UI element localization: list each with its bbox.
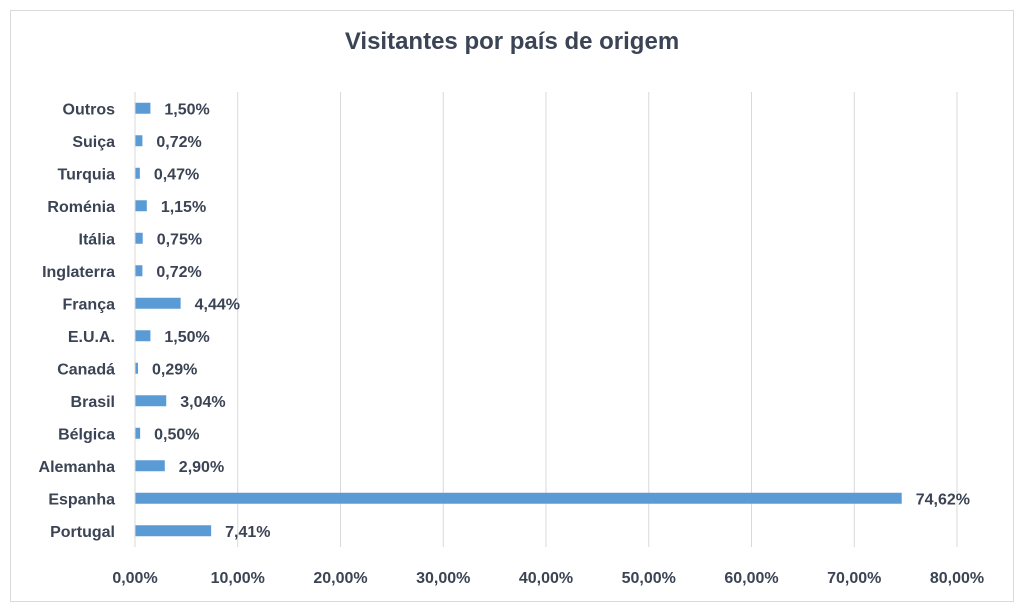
y-tick-label: Brasil [71, 394, 115, 411]
chart-title: Visitantes por país de origem [344, 28, 680, 55]
bar [135, 265, 143, 277]
bar [135, 167, 140, 179]
y-tick-label: Turquia [58, 166, 116, 183]
x-tick-label: 80,00% [930, 570, 984, 587]
bars [135, 102, 902, 537]
data-label: 1,50% [164, 329, 209, 346]
x-tick-label: 50,00% [622, 570, 676, 587]
data-label: 7,41% [225, 524, 270, 541]
data-label: 0,72% [156, 264, 201, 281]
grid-lines [134, 92, 958, 547]
data-label: 4,44% [195, 296, 240, 313]
data-labels: 7,41% 74,62% 2,90% 0,50% 3,04% 0,29% 1,50% 4,44… [152, 101, 970, 541]
y-tick-label: Canadá [57, 361, 115, 378]
data-label: 1,15% [161, 199, 206, 216]
bar [135, 395, 167, 407]
x-tick-label: 60,00% [724, 570, 778, 587]
y-tick-label: França [63, 296, 116, 313]
y-tick-label: Portugal [50, 524, 115, 541]
data-label: 74,62% [916, 491, 970, 508]
x-tick-label: 70,00% [827, 570, 881, 587]
x-axis: 0,00% 10,00% 20,00% 30,00% 40,00% 50,00% 60,00… [112, 570, 984, 587]
y-tick-label: Inglaterra [42, 264, 115, 281]
data-label: 0,47% [154, 166, 199, 183]
data-label: 0,50% [154, 426, 199, 443]
data-label: 0,75% [157, 231, 202, 248]
bar [135, 200, 147, 212]
y-tick-label: E.U.A. [68, 329, 115, 346]
y-tick-label: Espanha [48, 491, 115, 508]
y-tick-label: Bélgica [58, 426, 115, 443]
bar [135, 492, 902, 504]
y-tick-label: Alemanha [39, 459, 116, 476]
x-tick-label: 30,00% [416, 570, 470, 587]
x-tick-label: 10,00% [211, 570, 265, 587]
data-label: 3,04% [180, 394, 225, 411]
x-tick-label: 0,00% [112, 570, 157, 587]
y-tick-label: Outros [63, 101, 116, 118]
bar [135, 232, 143, 244]
data-label: 0,29% [152, 361, 197, 378]
data-label: 0,72% [156, 134, 201, 151]
bar [135, 460, 165, 472]
bar [135, 102, 151, 114]
bar [135, 525, 212, 537]
x-tick-label: 20,00% [313, 570, 367, 587]
y-axis: Portugal Espanha Alemanha Bélgica Brasil Cana… [39, 92, 136, 547]
bar [135, 427, 141, 439]
bar [135, 362, 138, 374]
y-tick-label: Roménia [47, 199, 115, 216]
data-label: 2,90% [179, 459, 224, 476]
bar [135, 135, 143, 147]
y-tick-label: Suiça [72, 134, 115, 151]
bar [135, 330, 151, 342]
data-label: 1,50% [164, 101, 209, 118]
bar [135, 297, 181, 309]
y-tick-label: Itália [79, 231, 116, 248]
x-tick-label: 40,00% [519, 570, 573, 587]
